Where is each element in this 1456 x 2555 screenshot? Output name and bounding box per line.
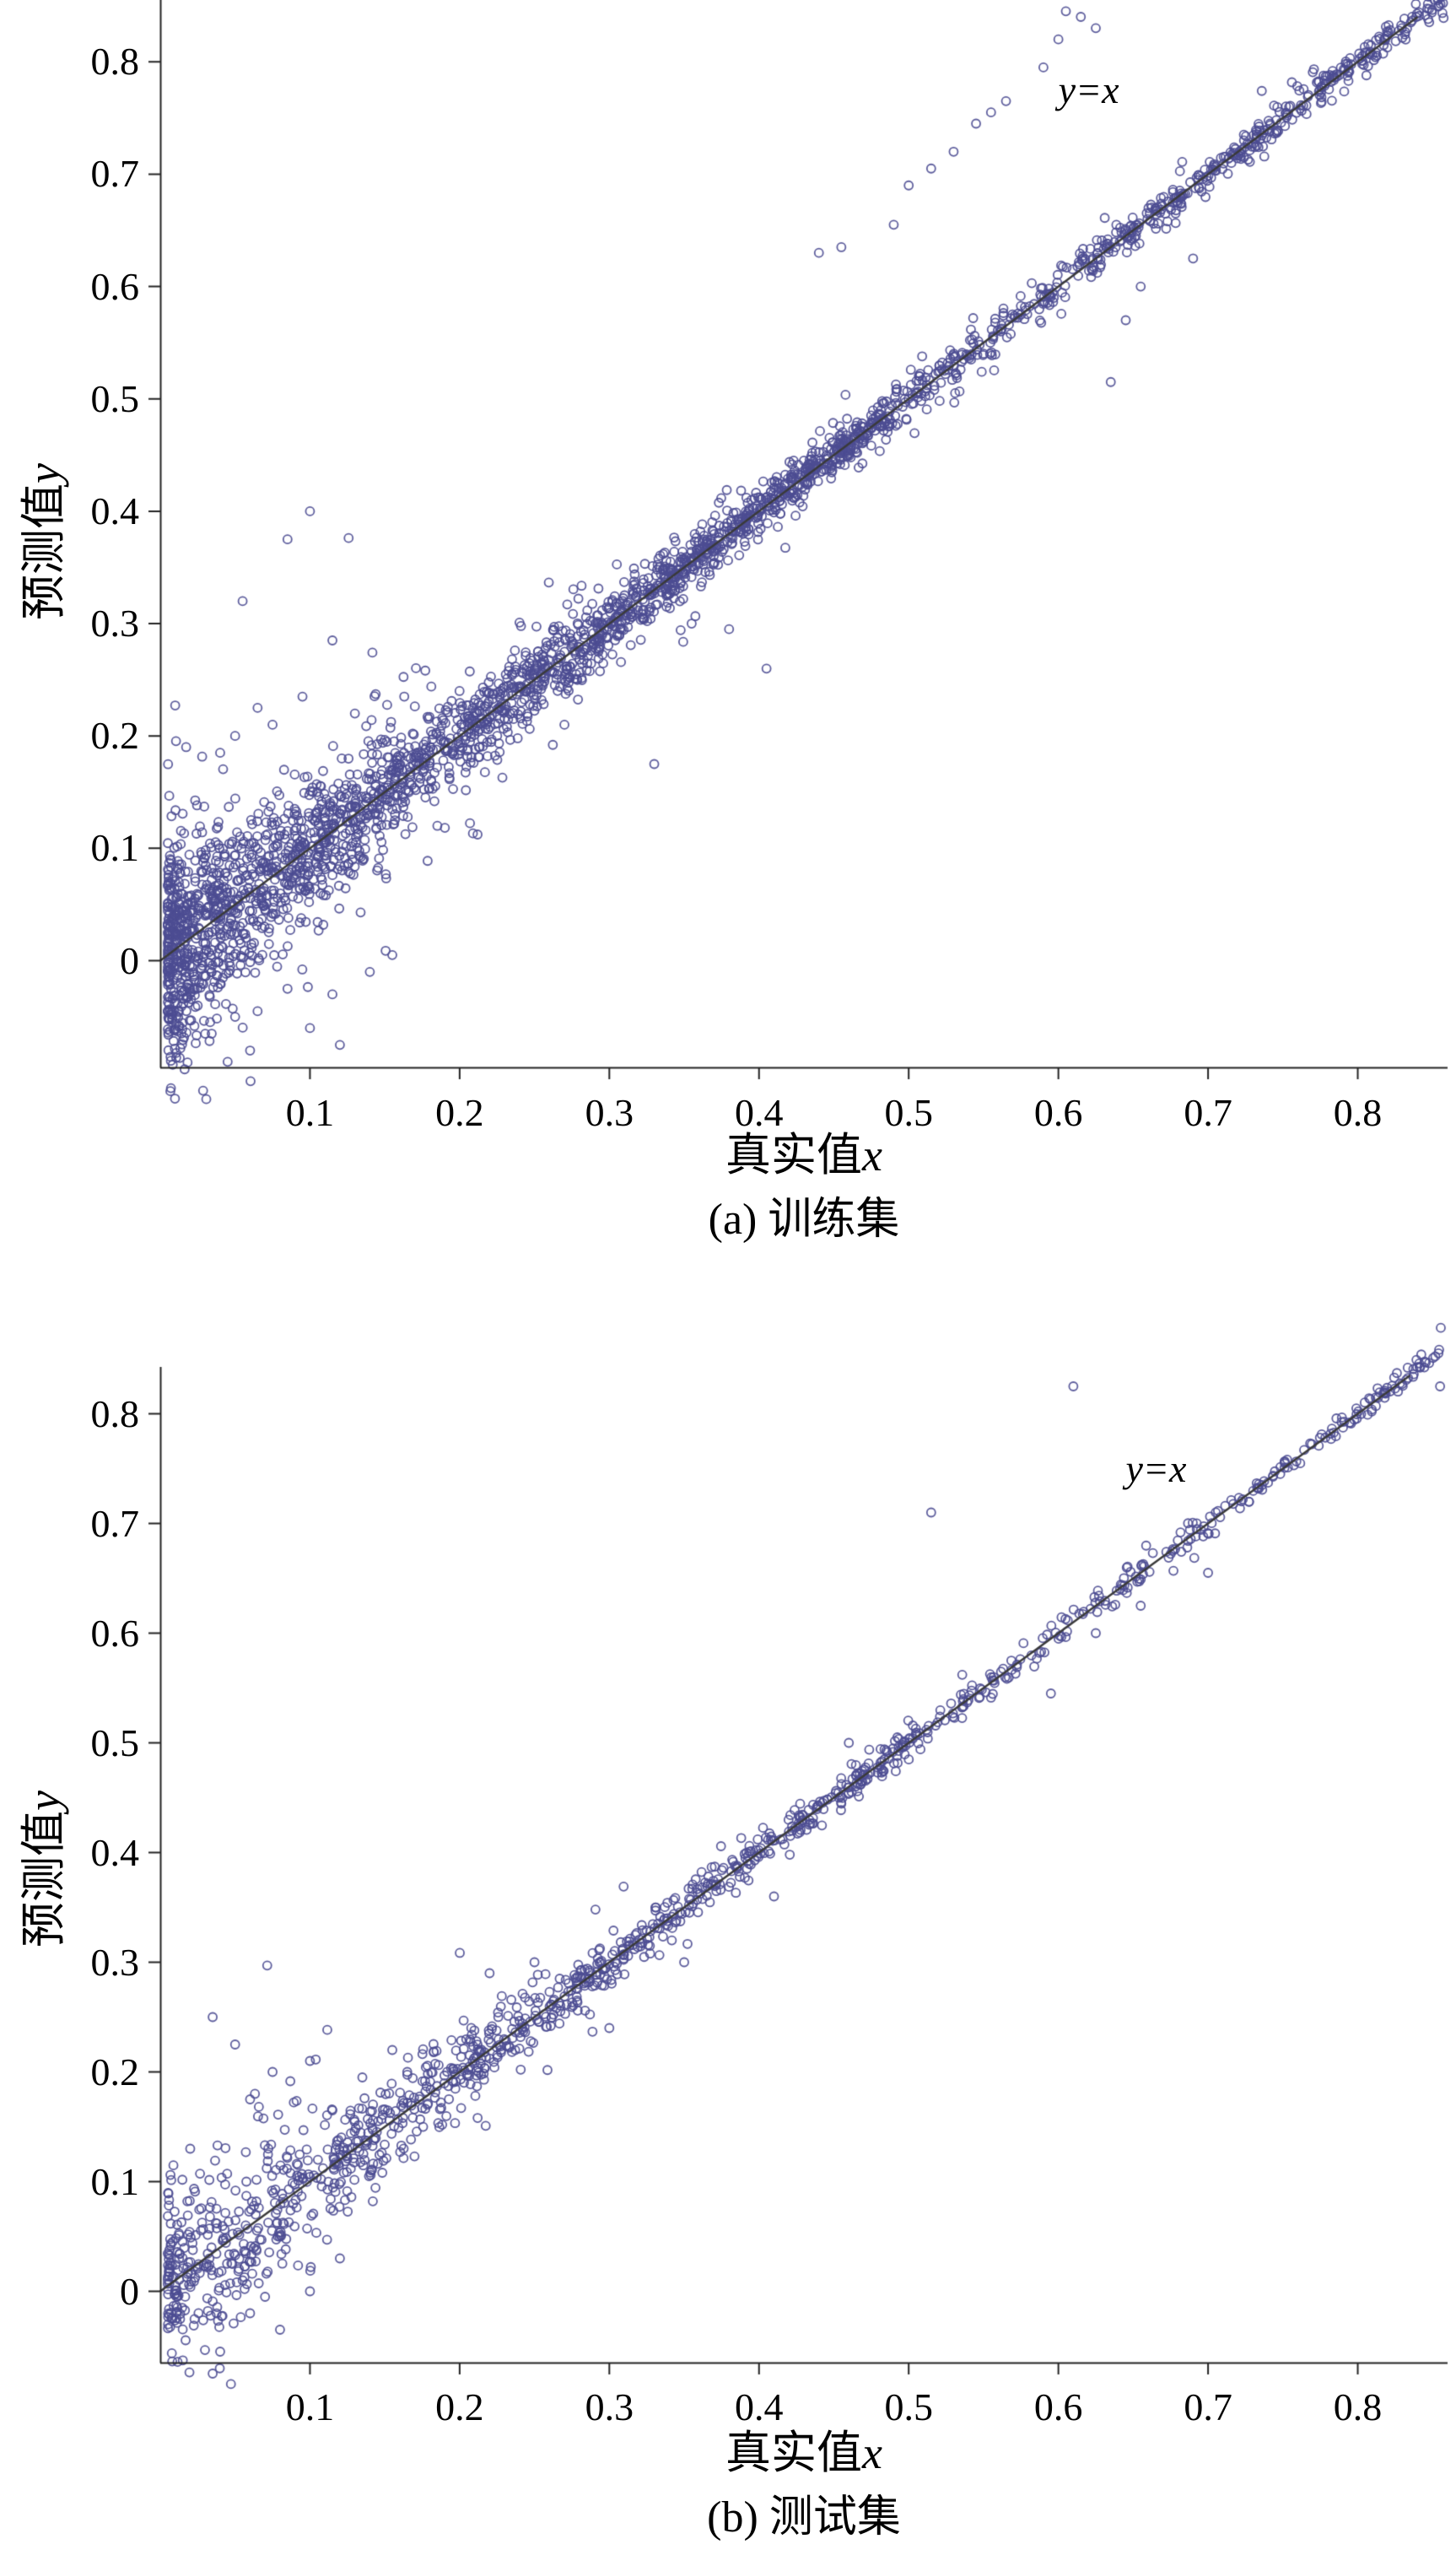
x-tick-label: 0.8 — [1333, 2385, 1383, 2428]
y-tick-label: 0.5 — [90, 1720, 140, 1764]
x-axis-title-test: 真实值x — [725, 2430, 882, 2476]
y-axis-title-train: 预测值y — [19, 463, 69, 620]
y-tick-label: 0 — [120, 2269, 139, 2313]
x-tick-label: 0.5 — [884, 2385, 933, 2428]
scatter-plot-train — [0, 0, 1456, 1122]
y-tick-label: 0 — [120, 938, 139, 982]
x-tick-label: 0.6 — [1033, 1091, 1083, 1134]
x-axis-title-test-cn: 真实值 — [725, 2428, 863, 2478]
x-axis-title-train: 真实值x — [725, 1132, 882, 1178]
x-tick-label: 0.4 — [735, 2385, 784, 2428]
y-tick-label: 0.4 — [90, 489, 140, 532]
caption-train: (a) 训练集 — [708, 1196, 900, 1244]
y-tick-label: 0.7 — [90, 1501, 140, 1545]
y-tick-label: 0.2 — [90, 2050, 140, 2093]
reference-line-label-train: y=x — [1058, 68, 1119, 111]
x-tick-label: 0.1 — [285, 1091, 335, 1134]
caption-test: (b) 测试集 — [707, 2493, 901, 2541]
x-tick-label: 0.7 — [1184, 1091, 1232, 1134]
y-axis-title-test-cn: 预测值 — [19, 1810, 69, 1947]
y-tick-label: 0.8 — [90, 40, 140, 84]
x-axis-title-train-cn: 真实值 — [725, 1130, 863, 1180]
y-tick-label: 0.4 — [90, 1830, 140, 1874]
x-tick-label: 0.6 — [1033, 2385, 1083, 2428]
x-tick-label: 0.2 — [435, 2385, 484, 2428]
x-tick-label: 0.7 — [1184, 2385, 1232, 2428]
y-tick-label: 0.1 — [90, 2159, 140, 2203]
y-tick-label: 0.5 — [90, 376, 140, 420]
x-tick-label: 0.3 — [585, 2385, 634, 2428]
y-tick-label: 0.3 — [90, 602, 140, 646]
scatter-plot-test — [0, 1316, 1456, 2413]
y-tick-label: 0.7 — [90, 152, 140, 196]
y-tick-label: 0.3 — [90, 1940, 140, 1984]
y-tick-label: 0.6 — [90, 1611, 140, 1655]
reference-line-label-test: y=x — [1125, 1446, 1187, 1490]
x-tick-label: 0.4 — [735, 1091, 784, 1134]
y-tick-label: 0.8 — [90, 1391, 140, 1435]
x-tick-label: 0.5 — [884, 1091, 933, 1134]
y-tick-label: 0.2 — [90, 714, 140, 758]
x-axis-title-train-var: x — [862, 1130, 882, 1180]
y-axis-title-test-var: y — [19, 1791, 69, 1811]
x-tick-label: 0.2 — [435, 1091, 484, 1134]
x-axis-title-test-var: x — [862, 2428, 882, 2478]
x-tick-label: 0.1 — [285, 2385, 335, 2428]
x-tick-label: 0.3 — [585, 1091, 634, 1134]
y-tick-label: 0.1 — [90, 826, 140, 870]
y-tick-label: 0.6 — [90, 264, 140, 308]
y-axis-title-train-var: y — [19, 463, 69, 483]
x-tick-label: 0.8 — [1333, 1091, 1383, 1134]
